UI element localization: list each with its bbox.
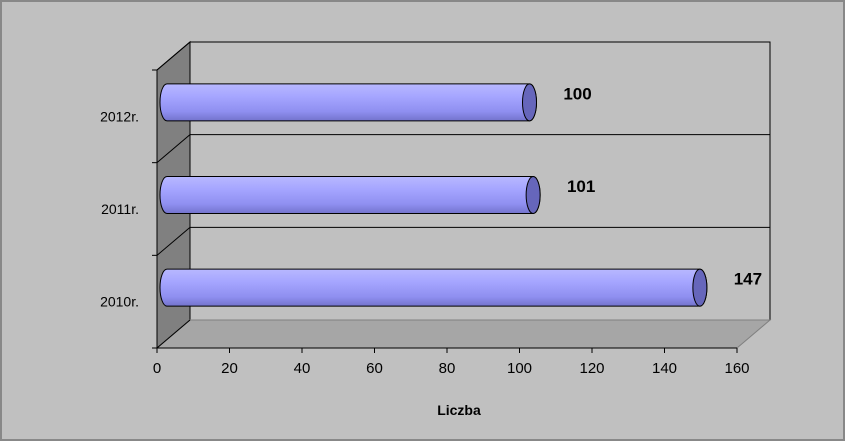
category-label: 2012r. (100, 108, 139, 124)
floor (155, 319, 772, 349)
x-tick-label: 160 (724, 360, 749, 377)
x-axis-title: Liczba (437, 402, 481, 418)
bar-body (159, 268, 708, 307)
side-gridline (156, 134, 191, 164)
bar-cap (522, 83, 537, 122)
side-gridline (156, 41, 191, 71)
data-label: 101 (567, 177, 595, 196)
data-label: 147 (734, 270, 762, 289)
x-tick-label: 120 (579, 360, 604, 377)
axes (152, 69, 738, 353)
x-tick-label: 140 (652, 360, 677, 377)
category-label: 2011r. (101, 201, 139, 217)
x-tick-label: 20 (221, 360, 238, 377)
bar-body (159, 83, 537, 122)
x-tick-label: 80 (439, 360, 456, 377)
bar-body (159, 176, 541, 214)
bars (159, 83, 708, 307)
x-tick-label: 0 (153, 360, 161, 377)
gridlines (156, 41, 770, 349)
data-label: 100 (563, 84, 591, 103)
bar-cap (692, 268, 708, 307)
bar (159, 268, 708, 307)
bar (159, 83, 537, 122)
x-tick-label: 100 (507, 360, 532, 377)
bar (159, 176, 541, 214)
x-tick-label: 40 (294, 360, 311, 377)
labels: 0 20 40 60 80 100 120 140 160 Liczba 2012r. 100 2011… (100, 84, 762, 418)
bar-cap (525, 176, 541, 214)
side-gridline (156, 319, 191, 349)
x-tick-label: 60 (366, 360, 383, 377)
category-label: 2010r. (100, 294, 139, 310)
side-gridline (156, 226, 191, 256)
